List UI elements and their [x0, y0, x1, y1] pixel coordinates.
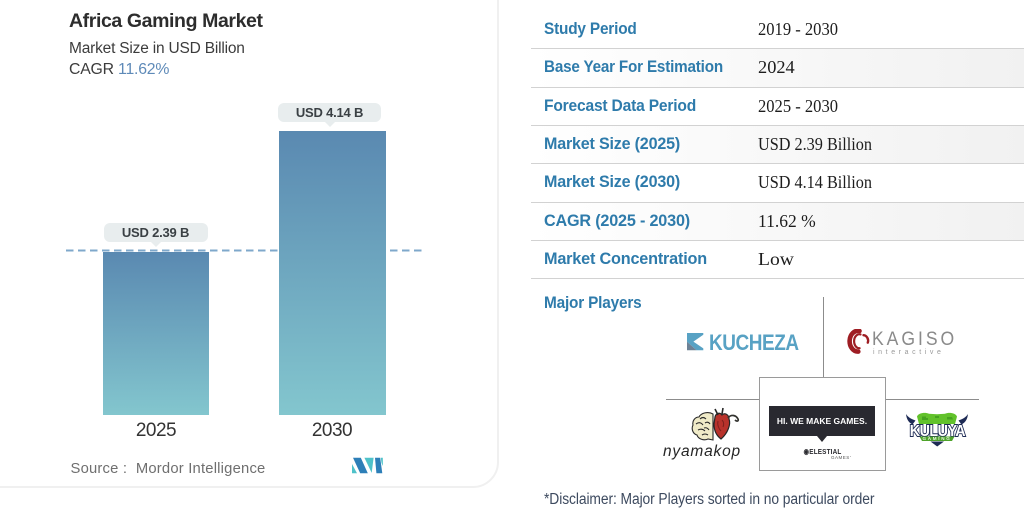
svg-text:GAMING: GAMING — [922, 436, 951, 441]
